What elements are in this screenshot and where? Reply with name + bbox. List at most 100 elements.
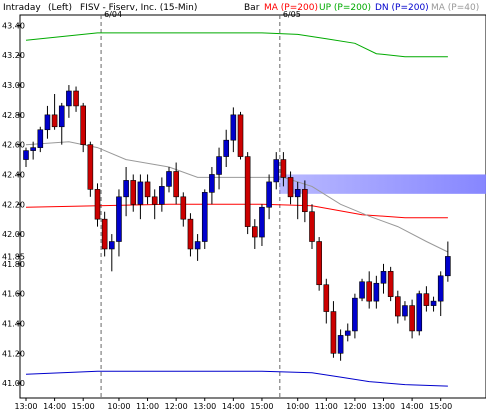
candle bbox=[80, 102, 86, 153]
candle bbox=[51, 93, 58, 130]
candle bbox=[337, 329, 344, 361]
candle bbox=[66, 85, 72, 118]
candle-body bbox=[366, 281, 373, 302]
candle bbox=[209, 167, 215, 205]
x-tick-label: 10:00 bbox=[286, 402, 309, 411]
ma40-line bbox=[25, 141, 449, 253]
candle bbox=[130, 174, 137, 212]
header-mode: Intraday bbox=[3, 3, 41, 13]
dn200-line bbox=[25, 370, 448, 387]
candle bbox=[201, 189, 208, 249]
candle-body bbox=[416, 293, 423, 332]
candle-body bbox=[80, 105, 86, 145]
candle bbox=[187, 213, 194, 257]
highlight-band bbox=[279, 174, 486, 194]
candle bbox=[252, 219, 258, 249]
candle-body bbox=[109, 241, 115, 250]
candle bbox=[23, 147, 29, 168]
legend-ma200: MA (P=200) bbox=[264, 3, 318, 13]
y-tick-label: 42.80 bbox=[2, 111, 25, 120]
candle-body bbox=[37, 129, 44, 148]
indicator-lines bbox=[25, 32, 449, 387]
candle-body bbox=[437, 275, 444, 302]
candle-body bbox=[230, 114, 237, 141]
candle bbox=[273, 152, 280, 190]
y-tick-label: 41.40 bbox=[2, 319, 25, 328]
candle bbox=[359, 278, 365, 302]
y-tick-label: 41.20 bbox=[2, 349, 25, 358]
candle bbox=[173, 162, 179, 205]
candle bbox=[280, 152, 287, 187]
candle bbox=[344, 323, 351, 342]
candle-body bbox=[380, 271, 387, 284]
candle bbox=[123, 167, 129, 217]
candle-body bbox=[445, 256, 451, 277]
candle bbox=[30, 141, 36, 160]
candle-body bbox=[373, 282, 380, 302]
candle bbox=[423, 286, 430, 312]
x-tick-label: 12:00 bbox=[343, 402, 366, 411]
candle-body bbox=[137, 181, 144, 205]
y-tick-label: 41.85 bbox=[2, 252, 25, 261]
up200-line bbox=[25, 32, 448, 58]
legend-ma40: MA (P=40) bbox=[431, 3, 479, 13]
candle bbox=[416, 290, 423, 336]
x-tick-label: 11:00 bbox=[136, 402, 159, 411]
candle-body bbox=[330, 311, 337, 354]
candle bbox=[366, 271, 373, 309]
candle bbox=[380, 263, 387, 294]
candle bbox=[316, 237, 322, 291]
candle bbox=[409, 299, 415, 339]
y-tick-label: 42.00 bbox=[2, 230, 25, 239]
candle bbox=[323, 278, 330, 324]
candle bbox=[266, 174, 272, 220]
candle-body bbox=[337, 335, 344, 354]
x-tick-label: 13:00 bbox=[372, 402, 395, 411]
candle-body bbox=[151, 196, 158, 205]
candle bbox=[101, 211, 108, 257]
candle-body bbox=[294, 189, 301, 198]
x-tick-label: 13:00 bbox=[193, 402, 216, 411]
candle-body bbox=[280, 159, 287, 178]
x-tick-label: 12:00 bbox=[165, 402, 188, 411]
candle bbox=[109, 234, 115, 272]
candle-body bbox=[194, 241, 201, 250]
chart-title: FISV - Fiserv, Inc. (15-Min) bbox=[80, 3, 197, 13]
x-tick-label: 15:00 bbox=[429, 402, 452, 411]
candle-body bbox=[223, 139, 229, 157]
x-tick-label: 14:00 bbox=[401, 402, 424, 411]
candle bbox=[166, 167, 172, 193]
legend-up200: UP (P=200) bbox=[319, 3, 371, 13]
header-left-tag: (Left) bbox=[48, 3, 72, 13]
candle bbox=[44, 105, 51, 139]
candle bbox=[294, 181, 301, 220]
candle-body bbox=[58, 105, 65, 128]
candle bbox=[287, 171, 294, 205]
candle-body bbox=[252, 226, 258, 238]
candle-body bbox=[259, 206, 265, 238]
candle-body bbox=[316, 241, 322, 286]
candle bbox=[194, 234, 201, 261]
candle-body bbox=[409, 305, 415, 332]
candle bbox=[437, 271, 444, 317]
candle-body bbox=[73, 90, 79, 107]
candle-body bbox=[101, 218, 108, 250]
x-tick-label: 10:00 bbox=[107, 402, 130, 411]
x-tick-label: 14:00 bbox=[43, 402, 66, 411]
plot-frame bbox=[19, 14, 486, 399]
candle-body bbox=[123, 180, 129, 198]
candle-body bbox=[287, 177, 294, 198]
candle-body bbox=[352, 297, 358, 332]
candle bbox=[151, 189, 158, 220]
candle bbox=[180, 192, 187, 227]
candle-body bbox=[344, 330, 351, 336]
x-tick-label: 11:00 bbox=[315, 402, 338, 411]
candle-body bbox=[94, 189, 101, 220]
candle-body bbox=[309, 211, 315, 242]
y-tick-label: 42.40 bbox=[2, 170, 25, 179]
candle-body bbox=[44, 114, 51, 131]
candle bbox=[394, 290, 401, 324]
y-axis: 43.40 43.20 43.00 42.80 42.60 42.40 42.20 42.00… bbox=[2, 21, 25, 388]
candle bbox=[137, 174, 144, 220]
